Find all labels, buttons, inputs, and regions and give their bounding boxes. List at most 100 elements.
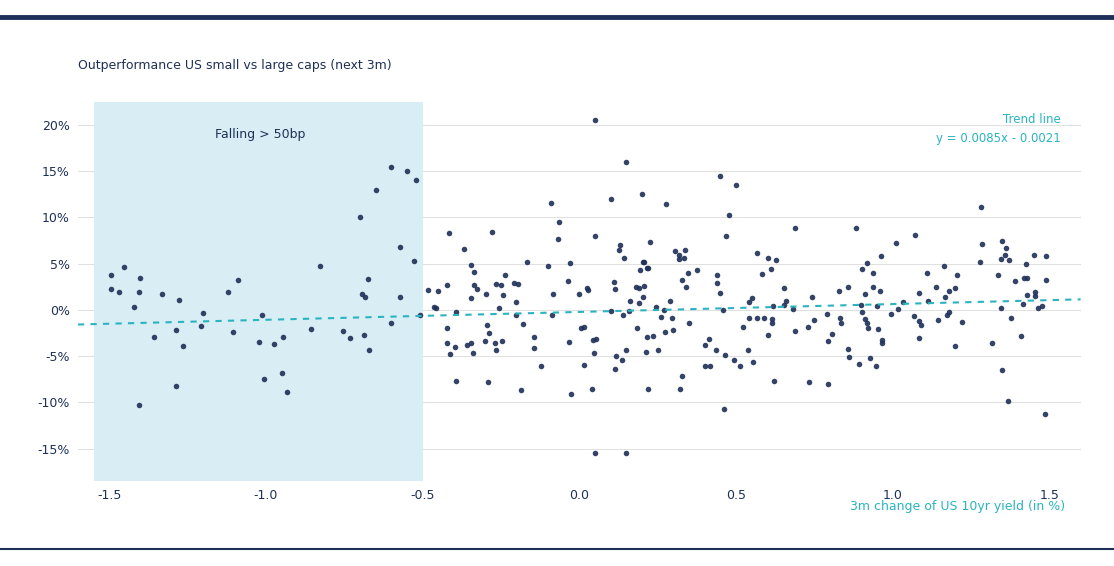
- Point: [1018, 273, 1036, 282]
- Point: [218, 288, 236, 297]
- Point: [274, 332, 292, 341]
- Point: [633, 190, 651, 199]
- Point: [839, 282, 857, 291]
- Point: [639, 263, 657, 272]
- Point: [974, 239, 991, 248]
- Point: [334, 326, 352, 335]
- Point: [734, 323, 752, 332]
- Point: [1000, 256, 1018, 265]
- Point: [681, 319, 698, 328]
- Point: [359, 275, 377, 284]
- Point: [948, 271, 966, 280]
- Point: [1029, 303, 1047, 312]
- Point: [671, 251, 688, 260]
- Point: [766, 255, 784, 264]
- Point: [644, 332, 662, 341]
- Point: [391, 292, 409, 301]
- Point: [617, 157, 635, 166]
- Point: [873, 336, 891, 345]
- Point: [506, 278, 524, 288]
- Point: [937, 292, 955, 301]
- Point: [776, 297, 794, 306]
- Point: [882, 309, 900, 318]
- Point: [709, 271, 726, 280]
- Point: [680, 268, 697, 277]
- Point: [465, 280, 482, 289]
- Point: [477, 336, 495, 345]
- Text: Outperformance US small vs large caps (next 3m): Outperformance US small vs large caps (n…: [78, 58, 392, 71]
- Point: [584, 335, 602, 344]
- Point: [561, 258, 579, 267]
- Point: [509, 279, 527, 288]
- Point: [490, 303, 508, 312]
- Point: [628, 324, 646, 333]
- Point: [356, 293, 374, 302]
- Point: [560, 338, 578, 347]
- Point: [634, 257, 652, 266]
- Point: [936, 261, 954, 271]
- Point: [918, 269, 936, 278]
- Point: [637, 332, 655, 341]
- Point: [819, 310, 837, 319]
- Point: [783, 304, 801, 313]
- Point: [720, 211, 737, 220]
- Point: [832, 319, 850, 328]
- Point: [740, 297, 758, 306]
- Point: [102, 285, 120, 294]
- Point: [462, 338, 480, 348]
- Point: [253, 311, 271, 320]
- Point: [491, 280, 509, 289]
- Point: [129, 287, 147, 296]
- Point: [466, 268, 483, 277]
- Point: [863, 283, 881, 292]
- Point: [725, 355, 743, 365]
- Point: [759, 331, 776, 340]
- Point: [887, 238, 905, 247]
- Point: [786, 326, 804, 335]
- Point: [762, 264, 780, 273]
- Point: [570, 290, 588, 299]
- Point: [747, 313, 765, 322]
- Point: [785, 224, 803, 233]
- Point: [273, 369, 291, 378]
- Point: [353, 290, 371, 299]
- Point: [620, 297, 638, 306]
- Point: [868, 301, 886, 310]
- Point: [1025, 251, 1043, 260]
- Point: [1026, 287, 1044, 296]
- Point: [671, 255, 688, 264]
- Point: [805, 315, 823, 324]
- Point: [853, 265, 871, 274]
- Point: [774, 300, 792, 309]
- Point: [411, 311, 429, 320]
- Point: [946, 283, 964, 292]
- Point: [192, 321, 209, 331]
- Point: [997, 243, 1015, 252]
- Point: [544, 311, 561, 320]
- Point: [586, 449, 604, 458]
- Text: 3m change of US 10yr yield (in %): 3m change of US 10yr yield (in %): [850, 500, 1065, 513]
- Point: [382, 162, 400, 171]
- Point: [102, 271, 120, 280]
- Point: [478, 290, 496, 299]
- Point: [487, 339, 505, 348]
- Point: [153, 289, 170, 298]
- Point: [438, 323, 456, 332]
- Point: [446, 343, 463, 352]
- Point: [1013, 332, 1030, 341]
- Point: [696, 341, 714, 350]
- Point: [462, 293, 480, 302]
- Point: [1003, 313, 1020, 322]
- Point: [753, 269, 771, 278]
- Point: [999, 396, 1017, 405]
- Point: [584, 384, 602, 393]
- Point: [459, 341, 477, 350]
- Point: [716, 350, 734, 359]
- Point: [677, 282, 695, 291]
- Point: [629, 283, 647, 292]
- Point: [573, 324, 590, 333]
- Point: [441, 350, 459, 359]
- Point: [823, 330, 841, 339]
- Point: [848, 224, 866, 233]
- Point: [712, 171, 730, 181]
